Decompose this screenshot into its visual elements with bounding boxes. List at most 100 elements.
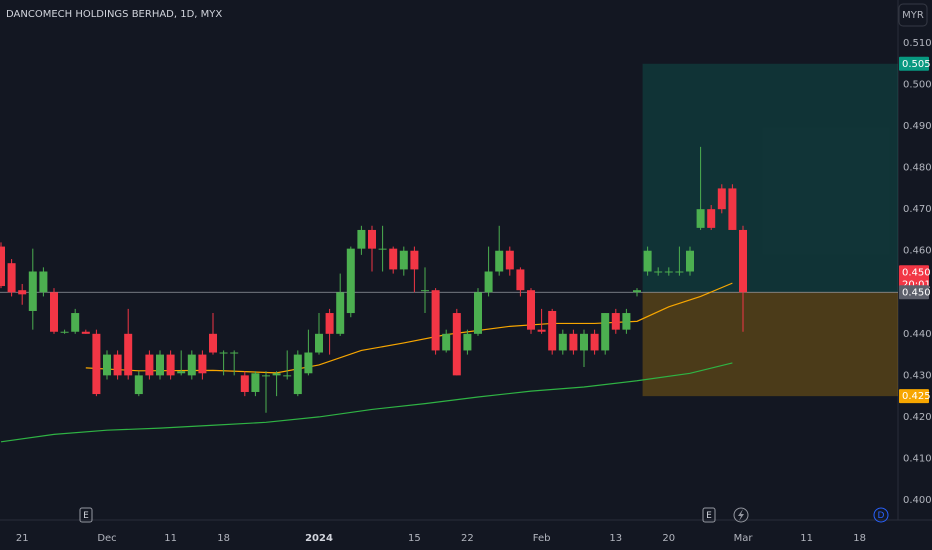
candle-body [187, 354, 196, 376]
moving-average [0, 362, 733, 443]
y-tick-label: 0.440 [903, 329, 932, 340]
y-tick-label: 0.400 [903, 495, 932, 506]
candle-body [378, 248, 387, 250]
price-tag [899, 265, 929, 292]
candle-body [166, 354, 175, 376]
candle-body [580, 333, 588, 351]
candle-body [537, 329, 546, 332]
candle-body [368, 229, 376, 249]
event-label: D [878, 511, 885, 521]
candle-body [495, 250, 504, 272]
currency[interactable]: MYR [902, 10, 924, 21]
price-tag-label: 0.425 [902, 391, 931, 402]
candle-body [654, 271, 663, 273]
candle-body [569, 333, 578, 351]
candle-body [717, 188, 726, 210]
lightning-icon [738, 509, 744, 521]
candle-body [516, 269, 525, 291]
x-tick-label: 20 [662, 533, 675, 544]
moving-average [85, 282, 733, 374]
y-tick-label: 0.510 [903, 38, 932, 49]
price-countdown: 20:01 [902, 279, 931, 290]
candle-body [739, 229, 747, 293]
candle-body [272, 373, 281, 376]
price-tag-label: 0.505 [902, 59, 931, 70]
candle-body [113, 354, 122, 376]
candle-body [50, 292, 58, 332]
candle-body [304, 352, 313, 374]
candle-body [696, 209, 705, 228]
currency-button[interactable] [898, 3, 928, 27]
candle-body [293, 354, 302, 395]
candle-body [399, 250, 408, 270]
candle-body [728, 188, 737, 230]
candle-body [410, 250, 419, 270]
price-tag-label: 0.450 [902, 267, 931, 278]
price-tag-label: 0.450 [902, 287, 931, 298]
x-tick-label: 15 [408, 533, 421, 544]
chart-title: DANCOMECH HOLDINGS BERHAD, 1D, MYX [6, 9, 222, 20]
candle-body [590, 333, 599, 351]
candle-body [28, 271, 37, 311]
candle-body [39, 271, 48, 293]
price-tag [899, 285, 929, 300]
x-tick-label: 11 [800, 533, 813, 544]
x-tick-label: Feb [533, 533, 551, 544]
y-tick-label: 0.420 [903, 412, 932, 423]
price-tag [899, 389, 929, 404]
candle-body [283, 375, 292, 377]
candle-body [442, 333, 451, 351]
candle-body [92, 333, 101, 395]
x-tick-label: 2024 [305, 533, 333, 544]
y-tick-label: 0.430 [903, 370, 932, 381]
candle-body [145, 354, 154, 376]
candle-body [71, 313, 80, 332]
event-icon [79, 507, 93, 523]
candle-body [452, 313, 461, 376]
candle-body [421, 290, 429, 292]
candle-body [156, 354, 164, 376]
candle-body [251, 373, 260, 392]
x-tick-label: 22 [461, 533, 474, 544]
y-tick-label: 0.460 [903, 246, 932, 257]
event-label: E [83, 511, 89, 521]
candle-body [527, 290, 535, 330]
candle-body [209, 333, 217, 353]
candle-body [686, 250, 694, 272]
stop-zone [642, 292, 898, 397]
y-tick-label: 0.500 [903, 80, 932, 91]
candle-body [0, 246, 5, 287]
candle-body [60, 331, 69, 333]
candle-body [675, 271, 684, 273]
y-tick-label: 0.480 [903, 163, 932, 174]
candle-body [336, 292, 345, 334]
event-label: E [706, 511, 712, 521]
candle-body [124, 333, 133, 376]
candle-body [219, 352, 228, 354]
candle-body [389, 248, 398, 270]
candle-body [134, 375, 143, 395]
candle-body [240, 375, 249, 392]
candle-body [622, 313, 631, 330]
candle-body [177, 371, 186, 374]
target-zone [642, 63, 898, 293]
candle-body [548, 310, 557, 351]
candle-body [346, 248, 355, 314]
candle-body [611, 313, 620, 330]
x-tick-label: Mar [734, 533, 754, 544]
candle-body [357, 229, 366, 249]
candle-body [664, 271, 673, 273]
candle-body [325, 313, 334, 334]
x-tick-label: 18 [217, 533, 230, 544]
candle-body [81, 331, 90, 334]
candle-body [707, 209, 716, 228]
candle-body [474, 292, 482, 334]
candle-body [463, 333, 472, 351]
candle-body [505, 250, 514, 270]
y-tick-label: 0.410 [903, 453, 932, 464]
event-icon [873, 507, 889, 523]
candle-body [601, 313, 610, 351]
x-tick-label: 18 [853, 533, 866, 544]
x-tick-label: Dec [97, 533, 116, 544]
candle-body [103, 354, 111, 376]
